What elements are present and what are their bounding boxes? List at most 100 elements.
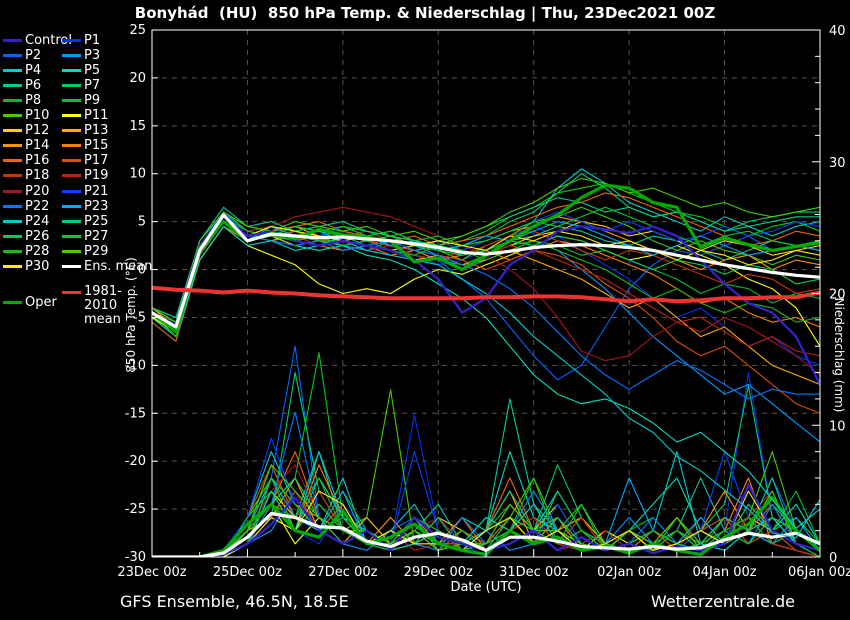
- legend-swatch: [62, 219, 81, 223]
- svg-text:-20: -20: [125, 454, 146, 469]
- legend-swatch: [3, 174, 22, 178]
- legend-swatch: [3, 234, 22, 238]
- legend-label: Oper: [25, 295, 57, 310]
- legend-item-p30: P30: [3, 259, 49, 274]
- legend-item-ens-mean: Ens. mean: [62, 259, 152, 274]
- legend-label: Control: [25, 32, 72, 48]
- legend-item-p16: P16: [3, 153, 49, 168]
- legend-swatch: [62, 129, 81, 133]
- series-1981-2010-mean-temp: [152, 285, 820, 304]
- legend-item-p3: P3: [62, 48, 100, 63]
- legend-label: P2: [25, 47, 42, 63]
- legend-swatch: [62, 291, 81, 294]
- legend-label: P20: [25, 183, 50, 199]
- legend-item-p22: P22: [3, 199, 49, 214]
- legend-swatch: [62, 144, 81, 148]
- legend-item-p14: P14: [3, 138, 49, 153]
- legend-swatch: [3, 68, 22, 72]
- footer-branding: Wetterzentrale.de: [650, 592, 795, 611]
- legend-item-p26: P26: [3, 229, 49, 244]
- legend-label: P8: [25, 92, 42, 108]
- series-p5-temp: [152, 225, 820, 529]
- legend-swatch: [62, 83, 81, 87]
- legend-label: P22: [25, 198, 50, 214]
- legend-swatch: [3, 301, 22, 304]
- series-p30-temp: [152, 216, 820, 333]
- legend-swatch: [3, 144, 22, 148]
- series-p24-temp: [152, 225, 820, 539]
- series-lines: [152, 168, 820, 557]
- legend-label: P24: [25, 213, 50, 229]
- svg-text:5: 5: [138, 215, 146, 230]
- legend-item-p27: P27: [62, 229, 108, 244]
- legend-swatch: [3, 83, 22, 87]
- legend-item-p6: P6: [3, 78, 41, 93]
- legend-swatch: [3, 249, 22, 253]
- legend-swatch: [3, 219, 22, 223]
- legend-item-p28: P28: [3, 244, 49, 259]
- svg-text:10: 10: [829, 419, 846, 434]
- precip-axis-ticks: 0 10 20 30 40: [812, 24, 846, 566]
- legend-swatch: [62, 204, 81, 208]
- legend-label: P9: [84, 92, 101, 108]
- legend-item-control: Control: [3, 33, 72, 48]
- svg-text:-25: -25: [125, 502, 146, 517]
- legend-item-p5: P5: [62, 63, 100, 78]
- legend-item-p21: P21: [62, 184, 108, 199]
- series-p22-temp: [152, 221, 820, 400]
- legend-label: P27: [84, 228, 109, 244]
- svg-text:30: 30: [829, 156, 846, 171]
- legend-label: P5: [84, 62, 101, 78]
- precip-axis-label: Niederschlag (mm): [832, 297, 846, 413]
- x-tick-label: 04Jan 00z: [693, 565, 757, 580]
- legend: Control P1 P2 P3 P4 P5 P6 P7 P8 P9 P10 P11 P12 P13 P14…: [0, 0, 152, 330]
- legend-swatch: [62, 234, 81, 238]
- legend-swatch: [62, 189, 81, 193]
- x-tick-label: 31Dec 00z: [499, 565, 568, 580]
- svg-text:25: 25: [129, 23, 146, 38]
- legend-item-p29: P29: [62, 244, 108, 259]
- legend-item-p13: P13: [62, 123, 108, 138]
- x-tick-label: 25Dec 00z: [213, 565, 282, 580]
- legend-item-p25: P25: [62, 214, 108, 229]
- legend-swatch: [3, 265, 22, 268]
- svg-text:-5: -5: [133, 310, 146, 325]
- legend-label: P23: [84, 198, 109, 214]
- series-p19-temp: [152, 221, 820, 357]
- legend-label: P12: [25, 123, 50, 139]
- svg-text:10: 10: [129, 167, 146, 182]
- legend-label: P11: [84, 108, 109, 123]
- svg-text:15: 15: [129, 119, 146, 134]
- legend-label: P4: [25, 62, 42, 78]
- legend-swatch: [62, 53, 81, 57]
- legend-item-p23: P23: [62, 199, 108, 214]
- x-tick-label: 27Dec 00z: [308, 565, 377, 580]
- x-tick-label: 02Jan 00z: [597, 565, 661, 580]
- legend-item-p11: P11: [62, 108, 108, 123]
- legend-swatch: [3, 38, 22, 42]
- x-tick-label: 29Dec 00z: [404, 565, 473, 580]
- legend-swatch: [3, 204, 22, 208]
- legend-swatch: [3, 98, 22, 102]
- legend-item-1981-2010-mean: 1981-2010 mean: [62, 285, 154, 327]
- legend-swatch: [3, 129, 22, 133]
- series-p21-temp: [152, 211, 820, 323]
- x-tick-label: 23Dec 00z: [117, 565, 186, 580]
- series-ens-mean-temp: [152, 213, 820, 329]
- legend-item-p10: P10: [3, 108, 49, 123]
- series-p9-precip: [152, 352, 820, 557]
- svg-text:-10: -10: [125, 358, 146, 373]
- legend-label: P7: [84, 77, 101, 93]
- legend-swatch: [3, 114, 22, 117]
- legend-swatch: [62, 38, 81, 42]
- legend-label: P13: [84, 123, 109, 139]
- x-axis-ticks: 23Dec 00z 25Dec 00z 27Dec 00z 29Dec 00z 31De…: [117, 549, 850, 580]
- legend-label: P21: [84, 183, 109, 199]
- legend-item-oper: Oper: [3, 295, 57, 310]
- legend-label: P28: [25, 243, 50, 259]
- chart-title: Bonyhád (HU) 850 hPa Temp. & Niederschla…: [134, 4, 716, 22]
- svg-text:20: 20: [129, 71, 146, 86]
- legend-label: P10: [25, 108, 50, 123]
